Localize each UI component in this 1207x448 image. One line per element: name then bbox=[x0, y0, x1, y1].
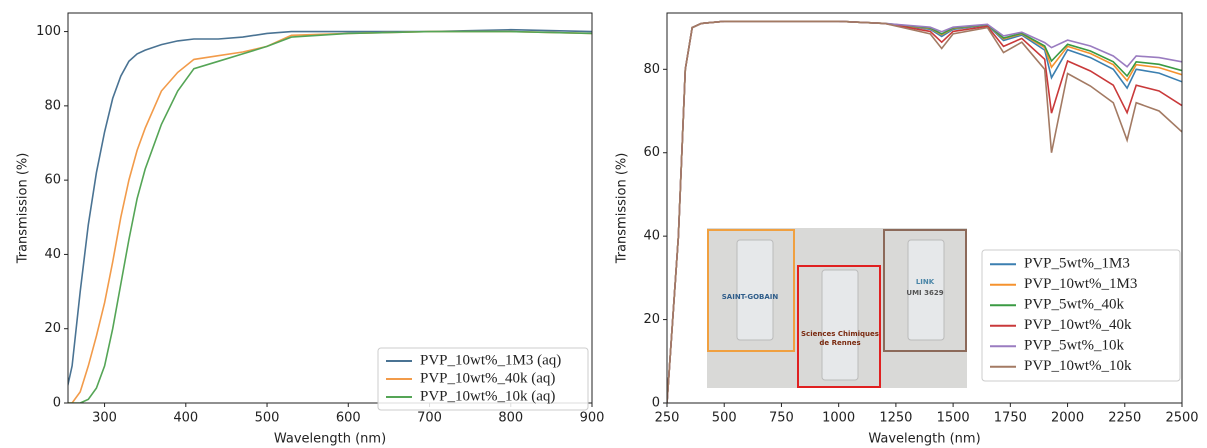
photo-label: Sciences Chimiques bbox=[801, 330, 879, 338]
glass-slide bbox=[736, 239, 774, 341]
series-line bbox=[68, 30, 592, 403]
inset-photo bbox=[707, 228, 967, 388]
x-tick-label: 1750 bbox=[994, 411, 1027, 426]
x-tick-label: 2500 bbox=[1165, 411, 1198, 426]
x-tick-label: 500 bbox=[712, 411, 737, 426]
legend-label: PVP_10wt%_10k bbox=[1024, 358, 1132, 374]
legend-label: PVP_10wt%_40k (aq) bbox=[420, 370, 555, 386]
x-tick-label: 900 bbox=[580, 411, 605, 426]
x-tick-label: 300 bbox=[92, 411, 117, 426]
legend: PVP_5wt%_1M3 PVP_10wt%_1M3 PVP_5wt%_40k PVP… bbox=[981, 249, 1181, 382]
series-line bbox=[68, 28, 592, 389]
legend-label: PVP_5wt%_40k bbox=[1024, 297, 1125, 313]
legend: PVP_10wt%_1M3 (aq) PVP_10wt%_40k (aq) PVP_… bbox=[377, 347, 589, 411]
legend-box bbox=[377, 347, 589, 411]
series-line bbox=[68, 30, 592, 403]
y-tick-label: 80 bbox=[643, 62, 660, 77]
y-tick-label: 60 bbox=[44, 173, 61, 188]
x-tick-label: 800 bbox=[498, 411, 523, 426]
legend-label: PVP_10wt%_1M3 bbox=[1024, 276, 1137, 292]
y-tick-label: 60 bbox=[643, 145, 660, 160]
photo-label: UMI 3629 bbox=[906, 289, 943, 297]
photo-frame bbox=[883, 229, 967, 352]
legend-box bbox=[981, 249, 1181, 382]
series-line bbox=[667, 20, 1182, 403]
x-tick-label: 2000 bbox=[1051, 411, 1084, 426]
y-tick-label: 40 bbox=[44, 247, 61, 262]
photo-frame bbox=[797, 265, 881, 388]
y-tick-label: 80 bbox=[44, 98, 61, 113]
x-tick-label: 600 bbox=[336, 411, 361, 426]
x-tick-label: 1000 bbox=[822, 411, 855, 426]
plot-frame bbox=[666, 12, 1183, 404]
x-tick-label: 250 bbox=[655, 411, 680, 426]
x-axis-label: Wavelength (nm) bbox=[868, 432, 980, 447]
photo-frame bbox=[707, 229, 795, 352]
y-axis-label: Transmission (%) bbox=[615, 153, 630, 265]
y-tick-label: 40 bbox=[643, 229, 660, 244]
x-tick-label: 1250 bbox=[879, 411, 912, 426]
x-tick-label: 700 bbox=[417, 411, 442, 426]
y-tick-label: 20 bbox=[643, 312, 660, 327]
photo-label: SAINT-GOBAIN bbox=[722, 293, 779, 301]
plot-frame bbox=[67, 12, 593, 404]
legend-label: PVP_5wt%_10k bbox=[1024, 338, 1125, 354]
glass-slide bbox=[907, 239, 945, 341]
x-tick-label: 2250 bbox=[1108, 411, 1141, 426]
y-tick-label: 0 bbox=[53, 396, 61, 411]
y-tick-label: 100 bbox=[36, 24, 61, 39]
x-tick-label: 1500 bbox=[937, 411, 970, 426]
y-tick-label: 20 bbox=[44, 321, 61, 336]
legend-label: PVP_10wt%_1M3 (aq) bbox=[420, 352, 561, 368]
legend-label: PVP_5wt%_1M3 bbox=[1024, 256, 1130, 272]
legend-label: PVP_10wt%_40k bbox=[1024, 317, 1132, 333]
y-axis-label: Transmission (%) bbox=[16, 153, 31, 265]
photo-label: de Rennes bbox=[819, 339, 860, 347]
x-axis-label: Wavelength (nm) bbox=[274, 432, 386, 447]
photo-label: LINK bbox=[916, 278, 935, 286]
glass-slide bbox=[821, 269, 859, 381]
x-tick-label: 750 bbox=[769, 411, 794, 426]
y-tick-label: 0 bbox=[652, 396, 660, 411]
x-tick-label: 400 bbox=[173, 411, 198, 426]
x-tick-label: 500 bbox=[255, 411, 280, 426]
legend-label: PVP_10wt%_10k (aq) bbox=[420, 388, 555, 404]
